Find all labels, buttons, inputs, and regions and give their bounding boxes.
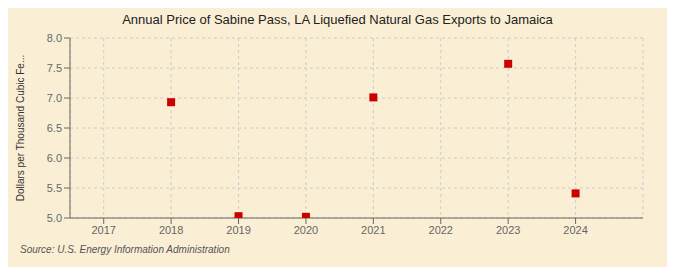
- svg-text:7.5: 7.5: [47, 62, 62, 74]
- svg-text:2020: 2020: [294, 224, 318, 236]
- svg-text:6.5: 6.5: [47, 122, 62, 134]
- svg-text:2021: 2021: [361, 224, 385, 236]
- svg-text:6.0: 6.0: [47, 152, 62, 164]
- svg-text:2019: 2019: [226, 224, 250, 236]
- svg-text:2017: 2017: [91, 224, 115, 236]
- svg-text:Dollars per Thousand Cubic Fe.: Dollars per Thousand Cubic Fe...: [15, 55, 26, 202]
- html-text:Annual Price of Sabine Pass, L: Annual Price of Sabine Pass, LA Liquefie…: [122, 12, 553, 27]
- svg-text:2018: 2018: [159, 224, 183, 236]
- svg-text:5.5: 5.5: [47, 182, 62, 194]
- svg-text:7.0: 7.0: [47, 92, 62, 104]
- html-text:Source: U.S. Energy Informatio: Source: U.S. Energy Information Administ…: [20, 244, 230, 255]
- svg-text:5.0: 5.0: [47, 212, 62, 224]
- svg-text:2023: 2023: [496, 224, 520, 236]
- svg-text:2022: 2022: [429, 224, 453, 236]
- svg-text:8.0: 8.0: [47, 32, 62, 44]
- svg-text:2024: 2024: [563, 224, 587, 236]
